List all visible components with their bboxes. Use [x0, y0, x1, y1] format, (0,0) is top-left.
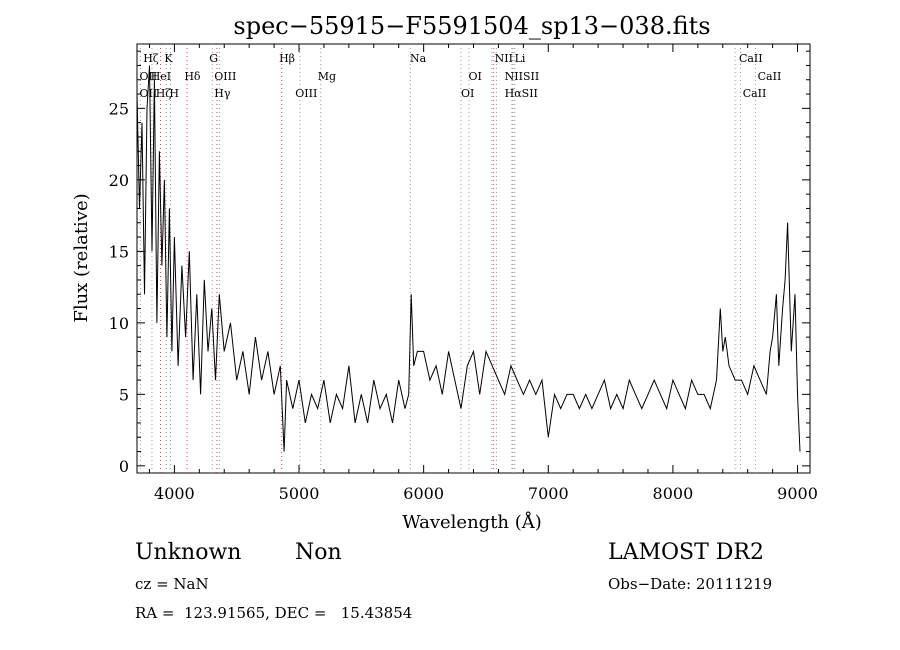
y-tick-label: 15	[109, 242, 129, 261]
reference-line-label: HαSII	[505, 87, 538, 100]
obs-date-text: Obs−Date: 20111219	[608, 575, 773, 593]
x-tick-label: 9000	[777, 484, 818, 503]
reference-lines	[139, 44, 756, 473]
reference-line-label: Na	[410, 52, 427, 65]
reference-line-label: OI	[461, 87, 474, 100]
subclass-text: Non	[295, 540, 342, 565]
survey-text: LAMOST DR2	[608, 540, 764, 565]
reference-line-labels: Hζ KOIIHeIOIIHζHHδGOIIIHγHβMgOIIINaOIOINI…	[139, 52, 781, 100]
y-axis-label: Flux (relative)	[71, 193, 92, 322]
reference-line-label: CaII	[739, 52, 763, 65]
chart-title: spec−55915−F5591504_sp13−038.fits	[233, 12, 710, 40]
spectrum-chart: spec−55915−F5591504_sp13−038.fits Hζ K OII…	[71, 12, 818, 533]
spectrum-series-line	[136, 65, 801, 452]
y-tick-label: 25	[109, 99, 129, 118]
y-tick-label: 5	[119, 385, 129, 404]
reference-line-label: G	[209, 52, 218, 65]
reference-line-label: K	[164, 52, 173, 65]
y-tick-label: 0	[119, 457, 129, 476]
reference-line-label: HeI	[151, 70, 171, 83]
reference-line-label: OII	[139, 70, 157, 83]
x-tick-label: 5000	[279, 484, 320, 503]
classification-text: Unknown	[135, 540, 242, 565]
coordinates-text: RA = 123.91565, DEC = 15.43854	[135, 604, 413, 622]
y-tick-label: 10	[109, 314, 129, 333]
y-axis: 0 5 10 15 20 25	[109, 50, 810, 476]
x-axis-label: Wavelength (Å)	[402, 511, 542, 533]
reference-line-label: NIISII	[505, 70, 540, 83]
reference-line-label: Hζ	[143, 52, 159, 65]
x-axis: 4000 5000 6000 7000 8000 9000	[148, 44, 818, 503]
plot-frame	[136, 43, 811, 474]
reference-line-label: CaII	[758, 70, 782, 83]
reference-line-label: NII	[495, 52, 513, 65]
reference-line-label: Mg	[318, 70, 336, 83]
reference-line-label: OIII	[214, 70, 236, 83]
x-tick-label: 4000	[154, 484, 195, 503]
reference-line-label: Hδ	[184, 70, 201, 83]
x-tick-label: 6000	[403, 484, 444, 503]
redshift-text: cz = NaN	[135, 575, 209, 593]
reference-line-label: Hγ	[214, 87, 231, 100]
x-tick-label: 7000	[528, 484, 569, 503]
x-tick-label: 8000	[653, 484, 694, 503]
y-tick-label: 20	[109, 171, 129, 190]
reference-line-label: Li	[515, 52, 526, 65]
reference-line-label: Hζ	[156, 87, 172, 100]
reference-line-label: OIII	[295, 87, 317, 100]
reference-line-label: H	[169, 87, 179, 100]
reference-line-label: Hβ	[279, 52, 295, 65]
reference-line-label: OI	[469, 70, 482, 83]
reference-line-label: CaII	[743, 87, 767, 100]
